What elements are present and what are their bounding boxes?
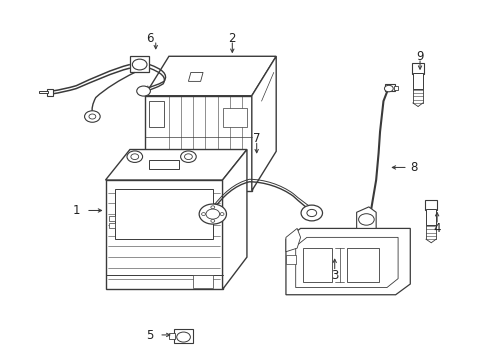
Circle shape <box>127 151 142 162</box>
Polygon shape <box>149 189 159 196</box>
Circle shape <box>184 154 192 159</box>
Circle shape <box>358 214 373 225</box>
Polygon shape <box>149 101 163 127</box>
Polygon shape <box>425 210 435 225</box>
Circle shape <box>180 151 196 162</box>
Circle shape <box>301 205 322 221</box>
Text: 8: 8 <box>409 161 417 174</box>
Circle shape <box>210 206 214 209</box>
Polygon shape <box>384 84 394 91</box>
Polygon shape <box>130 56 149 72</box>
Circle shape <box>220 213 224 216</box>
Text: 4: 4 <box>432 222 440 235</box>
Polygon shape <box>173 329 193 343</box>
Circle shape <box>306 210 316 217</box>
Polygon shape <box>193 275 212 288</box>
Polygon shape <box>207 189 217 196</box>
Text: 3: 3 <box>330 269 338 282</box>
Polygon shape <box>356 207 375 228</box>
Circle shape <box>132 59 147 70</box>
Circle shape <box>384 85 392 92</box>
Polygon shape <box>188 72 203 81</box>
Circle shape <box>131 154 139 159</box>
Polygon shape <box>295 237 397 288</box>
Circle shape <box>201 213 205 216</box>
Polygon shape <box>115 189 212 239</box>
Polygon shape <box>412 73 422 89</box>
Polygon shape <box>222 108 246 127</box>
Circle shape <box>137 86 150 96</box>
Text: 7: 7 <box>252 132 260 145</box>
Polygon shape <box>251 56 276 191</box>
Circle shape <box>210 220 214 222</box>
Polygon shape <box>393 86 397 90</box>
Polygon shape <box>222 149 246 289</box>
Text: 1: 1 <box>72 204 80 217</box>
Polygon shape <box>346 248 378 282</box>
Circle shape <box>205 209 219 219</box>
Polygon shape <box>109 223 115 228</box>
Text: 6: 6 <box>145 32 153 45</box>
Circle shape <box>84 111 100 122</box>
Polygon shape <box>149 160 178 169</box>
Polygon shape <box>39 91 48 93</box>
Text: 9: 9 <box>415 50 423 63</box>
Polygon shape <box>411 63 423 74</box>
Polygon shape <box>105 149 246 180</box>
Circle shape <box>89 114 96 119</box>
Polygon shape <box>144 56 276 96</box>
Text: 5: 5 <box>145 329 153 342</box>
Polygon shape <box>105 180 222 289</box>
Circle shape <box>176 332 190 342</box>
Circle shape <box>199 204 226 224</box>
Text: 2: 2 <box>228 32 236 45</box>
Polygon shape <box>285 255 295 264</box>
Polygon shape <box>303 248 331 282</box>
Polygon shape <box>47 89 53 96</box>
Polygon shape <box>168 333 175 338</box>
Polygon shape <box>109 216 115 221</box>
Polygon shape <box>285 228 409 295</box>
Polygon shape <box>424 200 436 211</box>
Polygon shape <box>144 96 251 191</box>
Polygon shape <box>285 228 300 252</box>
